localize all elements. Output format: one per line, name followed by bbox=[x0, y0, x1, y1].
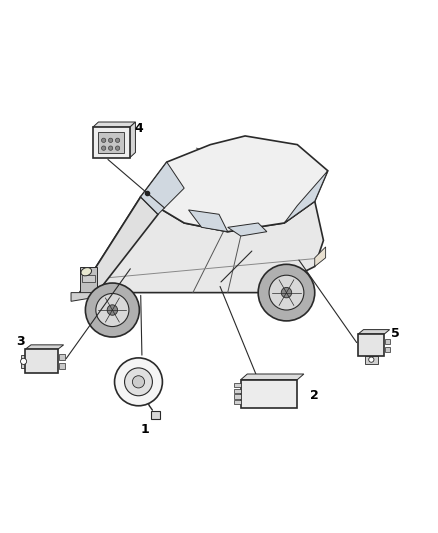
FancyBboxPatch shape bbox=[151, 411, 160, 419]
Polygon shape bbox=[71, 293, 97, 301]
Circle shape bbox=[102, 138, 106, 142]
Circle shape bbox=[115, 358, 162, 406]
Bar bbox=[234, 383, 241, 387]
Bar bbox=[234, 389, 241, 393]
Text: 2: 2 bbox=[311, 389, 319, 402]
Circle shape bbox=[269, 275, 304, 310]
Circle shape bbox=[116, 146, 120, 150]
Text: 5: 5 bbox=[391, 327, 399, 341]
Polygon shape bbox=[25, 345, 64, 349]
Circle shape bbox=[132, 376, 145, 388]
Polygon shape bbox=[241, 374, 304, 379]
FancyBboxPatch shape bbox=[241, 379, 297, 408]
Polygon shape bbox=[82, 275, 95, 282]
Polygon shape bbox=[315, 247, 325, 266]
Polygon shape bbox=[358, 329, 390, 334]
Circle shape bbox=[109, 146, 113, 150]
FancyBboxPatch shape bbox=[25, 349, 58, 373]
FancyBboxPatch shape bbox=[93, 127, 130, 158]
Polygon shape bbox=[80, 197, 323, 293]
Circle shape bbox=[85, 283, 139, 337]
Circle shape bbox=[109, 138, 113, 142]
Bar bbox=[385, 339, 391, 344]
Circle shape bbox=[96, 294, 129, 327]
Polygon shape bbox=[228, 223, 267, 236]
Bar bbox=[59, 354, 65, 360]
Circle shape bbox=[116, 138, 120, 142]
Circle shape bbox=[258, 264, 315, 321]
Bar bbox=[234, 400, 241, 405]
FancyBboxPatch shape bbox=[358, 334, 385, 356]
Circle shape bbox=[124, 368, 152, 396]
Polygon shape bbox=[130, 122, 135, 158]
Polygon shape bbox=[141, 162, 184, 214]
Polygon shape bbox=[284, 171, 328, 223]
Text: 1: 1 bbox=[141, 423, 149, 436]
FancyBboxPatch shape bbox=[98, 133, 124, 154]
Polygon shape bbox=[93, 122, 135, 127]
Circle shape bbox=[281, 287, 292, 298]
Circle shape bbox=[369, 357, 374, 362]
Circle shape bbox=[102, 146, 106, 150]
FancyBboxPatch shape bbox=[21, 355, 26, 368]
Polygon shape bbox=[80, 266, 97, 293]
Text: 3: 3 bbox=[17, 335, 25, 348]
Polygon shape bbox=[141, 136, 328, 232]
FancyBboxPatch shape bbox=[365, 356, 378, 364]
Circle shape bbox=[21, 358, 27, 365]
Bar bbox=[59, 362, 65, 369]
Bar bbox=[234, 394, 241, 399]
Ellipse shape bbox=[81, 268, 92, 276]
Polygon shape bbox=[188, 210, 228, 232]
Circle shape bbox=[107, 305, 117, 315]
Text: 4: 4 bbox=[134, 123, 143, 135]
Bar bbox=[385, 347, 391, 352]
Polygon shape bbox=[80, 197, 158, 293]
